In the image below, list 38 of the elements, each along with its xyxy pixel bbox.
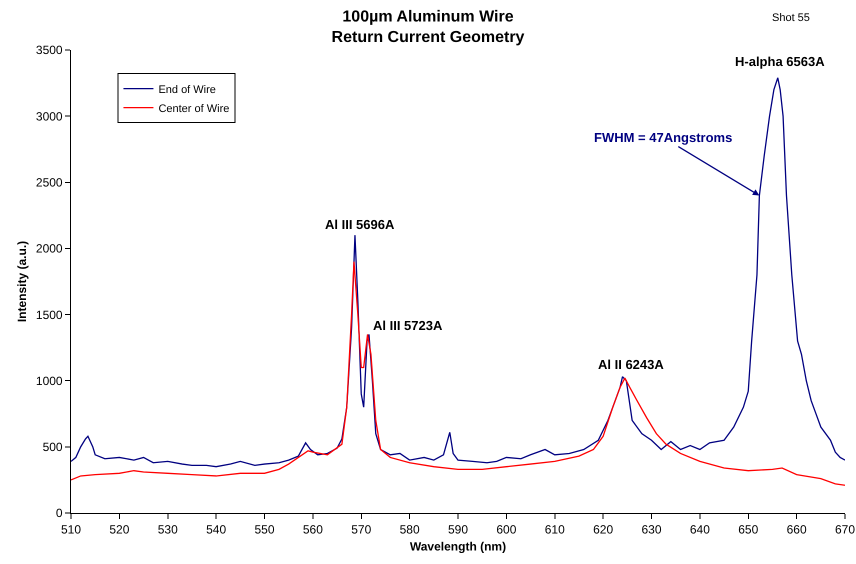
- x-tick-label: 550: [254, 522, 275, 536]
- y-tick-label: 1000: [36, 374, 63, 388]
- y-tick-label: 2000: [36, 242, 63, 256]
- annotation: Al III 5723A: [373, 318, 443, 333]
- annotation: Al II 6243A: [598, 357, 664, 372]
- x-tick-label: 610: [544, 522, 566, 536]
- x-tick-label: 570: [351, 522, 372, 536]
- x-tick-label: 670: [834, 522, 856, 536]
- y-tick-label: 0: [56, 506, 63, 520]
- x-tick-label: 590: [448, 522, 468, 536]
- x-tick-label: 650: [738, 522, 759, 536]
- y-axis-title: Intensity (a.u.): [15, 240, 30, 322]
- x-tick-label: 520: [109, 522, 130, 536]
- x-tick-label: 630: [641, 522, 662, 536]
- x-axis-title: Wavelength (nm): [410, 539, 506, 554]
- legend-label: Center of Wire: [158, 102, 230, 115]
- y-tick-label: 500: [42, 440, 63, 454]
- annotation: H-alpha 6563A: [735, 54, 826, 69]
- x-tick-label: 580: [400, 522, 420, 536]
- chart-title: 100µm Aluminum Wire Return Current Geometry: [332, 8, 525, 46]
- x-tick-label: 660: [786, 522, 807, 536]
- y-tick-label: 3000: [36, 109, 63, 124]
- y-tick-label: 3500: [36, 43, 63, 58]
- x-tick-label: 510: [60, 522, 82, 536]
- x-tick-label: 620: [593, 522, 614, 536]
- annotation: FWHM = 47Angstroms: [594, 130, 732, 145]
- line-series: [71, 261, 845, 486]
- legend-label: End of Wire: [158, 84, 216, 96]
- y-tick-label: 2500: [36, 175, 63, 190]
- text: Shot 55: [772, 12, 810, 24]
- y-tick-label: 1500: [36, 308, 63, 322]
- x-tick-label: 640: [690, 522, 710, 536]
- x-tick-label: 530: [158, 522, 178, 536]
- x-tick-label: 600: [496, 522, 517, 536]
- annotation: Al III 5696A: [325, 217, 395, 232]
- x-tick-label: 540: [206, 522, 226, 536]
- x-tick-label: 560: [302, 522, 324, 536]
- line-series: [71, 77, 845, 468]
